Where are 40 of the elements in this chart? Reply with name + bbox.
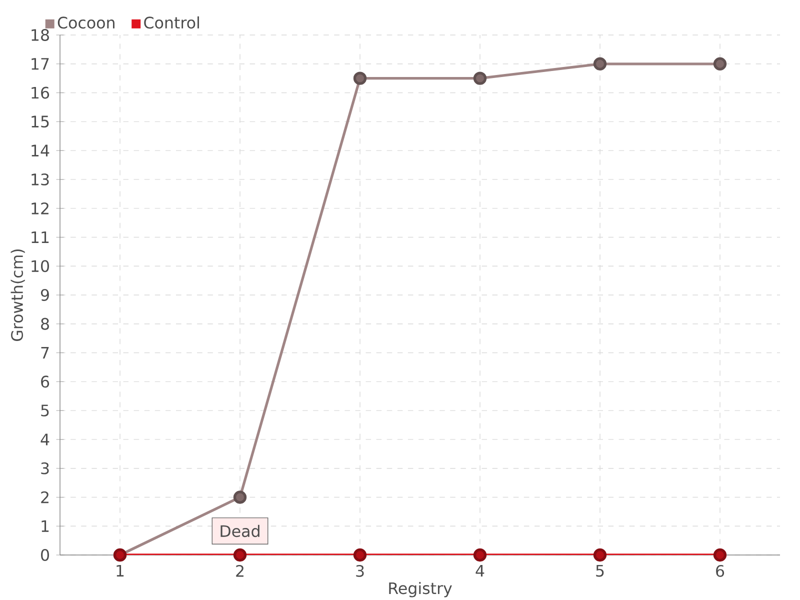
y-tick-label: 8 <box>41 318 49 330</box>
point <box>233 490 247 504</box>
y-tick-label: 1 <box>42 520 49 532</box>
x-tick-label: 5 <box>596 564 604 577</box>
y-tick-label: 0 <box>41 549 49 561</box>
y-tick-label: 12 <box>32 202 48 214</box>
point <box>353 548 367 562</box>
y-tick-label: 18 <box>32 29 49 41</box>
point <box>353 72 367 85</box>
point <box>233 548 247 562</box>
y-tick-label: 5 <box>41 404 49 416</box>
point <box>713 548 727 562</box>
y-tick-label: 4 <box>40 434 50 446</box>
y-tick-label: 15 <box>32 116 49 128</box>
y-tick-label: 6 <box>41 376 50 388</box>
point <box>473 72 487 85</box>
x-tick-label: 4 <box>476 564 484 576</box>
point <box>473 548 487 562</box>
y-tick-label: 9 <box>40 289 49 301</box>
annotation: Dead <box>220 524 260 538</box>
x-tick-label: 2 <box>236 564 244 577</box>
y-tick-label: 16 <box>32 86 50 99</box>
y-tick-label: 13 <box>32 173 49 186</box>
y-tick-label: 2 <box>41 491 48 504</box>
y-tick-label: 10 <box>32 260 49 272</box>
x-tick-label: 3 <box>356 564 364 577</box>
point <box>593 57 607 70</box>
y-tick-label: 3 <box>41 462 49 474</box>
legend-label: Control <box>144 16 199 29</box>
x-axis-title: Registry <box>389 582 452 598</box>
point <box>713 57 727 70</box>
y-tick-label: 17 <box>32 58 49 70</box>
y-tick-label: 11 <box>32 231 49 243</box>
y-tick-label: 7 <box>41 347 49 359</box>
legend-label: Cocoon <box>58 16 114 29</box>
y-axis-title: Growth(cm) <box>10 249 25 341</box>
x-tick-label: 6 <box>716 564 724 577</box>
y-tick-label: 14 <box>32 144 50 156</box>
x-tick-label: 1 <box>116 564 124 576</box>
point <box>593 548 607 562</box>
